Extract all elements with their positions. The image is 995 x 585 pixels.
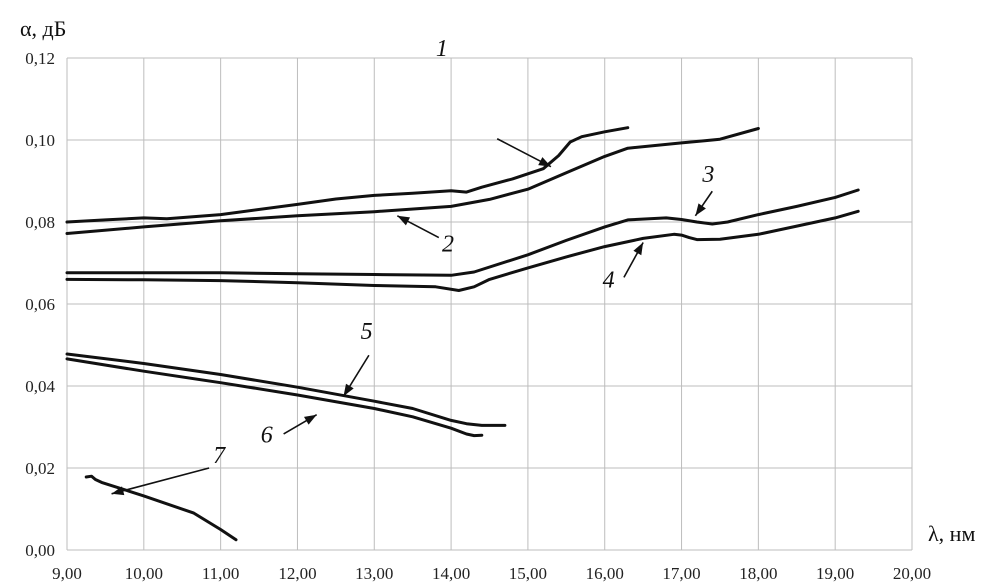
y-tick-label: 0,00 — [25, 541, 55, 560]
y-tick-label: 0,08 — [25, 213, 55, 232]
x-tick-label: 16,00 — [586, 564, 624, 583]
curve-label-7: 7 — [213, 443, 226, 469]
x-tick-label: 18,00 — [739, 564, 777, 583]
x-tick-label: 12,00 — [278, 564, 316, 583]
x-tick-label: 9,00 — [52, 564, 82, 583]
curve-label-5: 5 — [361, 319, 373, 345]
y-tick-label: 0,02 — [25, 459, 55, 478]
curve-label-1: 1 — [436, 36, 448, 62]
x-tick-labels: 9,00 10,00 11,00 12,00 13,00 14,00 15,00 16,00 1… — [52, 564, 931, 583]
x-axis-label: λ, нм — [928, 521, 975, 546]
x-tick-label: 17,00 — [662, 564, 700, 583]
annotation-arrowhead-4 — [633, 242, 644, 256]
x-tick-label: 10,00 — [125, 564, 163, 583]
annotation-arrowhead-2 — [397, 215, 410, 226]
annotation-arrow-7 — [111, 467, 210, 495]
curve-label-3: 3 — [701, 162, 714, 188]
x-tick-label: 20,00 — [893, 564, 931, 583]
series-3-line — [65, 188, 860, 277]
y-tick-label: 0,06 — [25, 295, 55, 314]
series-7-line — [84, 474, 238, 542]
series-4-line — [65, 209, 860, 292]
curve-annotations: 1 2 3 4 5 6 7 — [111, 36, 714, 496]
curve-label-4: 4 — [603, 268, 615, 294]
y-tick-label: 0,12 — [25, 49, 55, 68]
annotation-arrowhead-3 — [695, 203, 706, 216]
curve-label-2: 2 — [442, 232, 454, 258]
series-6-line — [65, 357, 484, 438]
curve-label-6: 6 — [261, 423, 273, 449]
y-axis-label: α, дБ — [20, 16, 66, 41]
x-tick-label: 11,00 — [202, 564, 240, 583]
annotation-arrowhead-6 — [304, 414, 317, 425]
series-5-line — [65, 352, 507, 427]
y-tick-labels: 0,00 0,02 0,04 0,06 0,08 0,10 0,12 — [25, 49, 55, 560]
x-tick-label: 13,00 — [355, 564, 393, 583]
annotation-arrowhead-1 — [538, 157, 551, 167]
series-1-line — [65, 126, 630, 224]
y-tick-label: 0,04 — [25, 377, 55, 396]
series-2-line — [65, 127, 760, 235]
grid — [66, 57, 913, 551]
x-tick-label: 15,00 — [509, 564, 547, 583]
y-tick-label: 0,10 — [25, 131, 55, 150]
x-tick-label: 19,00 — [816, 564, 854, 583]
x-tick-label: 14,00 — [432, 564, 470, 583]
annotation-arrowhead-7 — [111, 486, 125, 496]
series-lines — [65, 126, 860, 542]
annotation-arrowhead-5 — [343, 383, 354, 397]
